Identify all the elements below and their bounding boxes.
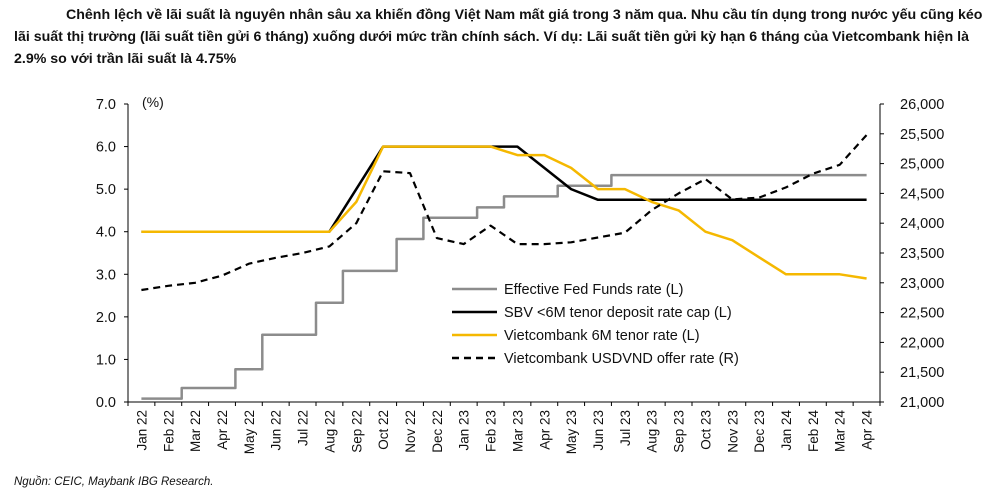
left-y-tick-label: 6.0	[96, 140, 116, 156]
left-y-unit-label: (%)	[142, 94, 164, 110]
x-tick-label: Jan 23	[457, 410, 472, 451]
x-tick-label: Jan 24	[779, 410, 794, 451]
right-y-tick-label: 26,000	[900, 97, 944, 113]
caption-line-3: 2.9% so với trần lãi suất là 4.75%	[14, 51, 237, 67]
right-y-tick-label: 21,500	[900, 365, 944, 381]
chart-caption: Chênh lệch về lãi suất là nguyên nhân sâ…	[14, 4, 988, 70]
x-tick-label: Dec 22	[430, 410, 445, 453]
x-tick-label: Aug 23	[645, 410, 660, 453]
x-tick-label: Nov 23	[725, 410, 740, 453]
x-tick-label: Nov 22	[403, 410, 418, 453]
legend-label-4: Vietcombank USDVND offer rate (R)	[504, 351, 739, 367]
x-tick-label: May 22	[242, 410, 257, 454]
x-tick-label: Aug 22	[322, 410, 337, 453]
right-y-tick-label: 24,500	[900, 186, 944, 202]
x-tick-label: Feb 23	[484, 410, 499, 452]
right-y-tick-label: 25,500	[900, 127, 944, 143]
right-y-tick-label: 23,000	[900, 276, 944, 292]
left-y-tick-label: 7.0	[96, 97, 116, 113]
right-y-tick-label: 22,500	[900, 306, 944, 322]
left-y-tick-label: 0.0	[96, 395, 116, 411]
left-y-tick-label: 4.0	[96, 225, 116, 241]
caption-line-1: Chênh lệch về lãi suất là nguyên nhân sâ…	[66, 7, 983, 23]
series-line-2	[141, 145, 867, 233]
caption-line-2: lãi suất thị trường (lãi suất tiền gửi 6…	[14, 29, 969, 45]
left-y-tick-label: 1.0	[96, 352, 116, 368]
x-tick-label: Apr 24	[860, 410, 875, 450]
right-y-tick-label: 23,500	[900, 246, 944, 262]
left-y-tick-label: 5.0	[96, 182, 116, 198]
right-y-tick-label: 21,000	[900, 395, 944, 411]
x-tick-label: Sep 22	[349, 410, 364, 453]
x-tick-label: Feb 22	[161, 410, 176, 452]
left-y-tick-label: 2.0	[96, 310, 116, 326]
x-tick-label: Mar 24	[833, 410, 848, 453]
x-tick-label: Jun 22	[269, 410, 284, 451]
series-line-1	[141, 173, 867, 400]
x-tick-label: Sep 23	[672, 410, 687, 453]
chart-legend: Effective Fed Funds rate (L) SBV <6M teno…	[452, 282, 739, 367]
x-tick-label: Jan 22	[134, 410, 149, 451]
right-y-tick-label: 24,000	[900, 216, 944, 232]
chart-axes: 0.0 1.0 2.0 3.0 4.0 5.0 6.0 7.0 (%) 21,000 21,500 2…	[96, 94, 945, 454]
legend-label-2: SBV <6M tenor deposit rate cap (L)	[504, 305, 732, 321]
x-tick-label: Jul 23	[618, 410, 633, 446]
x-tick-label: Oct 22	[376, 410, 391, 450]
right-y-tick-label: 22,000	[900, 335, 944, 351]
series-line-3	[141, 145, 867, 280]
source-note: Nguồn: CEIC, Maybank IBG Research.	[14, 476, 214, 488]
right-y-tick-label: 25,000	[900, 157, 944, 173]
chart-series	[141, 134, 868, 400]
left-y-tick-label: 3.0	[96, 267, 116, 283]
x-tick-label: Feb 24	[806, 410, 821, 453]
x-tick-label: Dec 23	[752, 410, 767, 453]
x-tick-label: Mar 23	[510, 410, 525, 452]
x-tick-label: Jul 22	[296, 410, 311, 446]
legend-label-1: Effective Fed Funds rate (L)	[504, 282, 683, 298]
x-tick-label: Mar 22	[188, 410, 203, 452]
x-tick-label: Jun 23	[591, 410, 606, 451]
legend-label-3: Vietcombank 6M tenor rate (L)	[504, 328, 700, 344]
x-tick-label: May 23	[564, 410, 579, 454]
x-tick-label: Oct 23	[698, 410, 713, 450]
series-line-4	[141, 134, 868, 292]
x-tick-label: Apr 23	[537, 410, 552, 450]
x-tick-label: Apr 22	[215, 410, 230, 450]
